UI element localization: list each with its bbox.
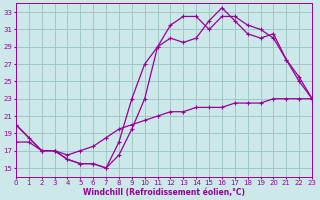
X-axis label: Windchill (Refroidissement éolien,°C): Windchill (Refroidissement éolien,°C): [83, 188, 245, 197]
